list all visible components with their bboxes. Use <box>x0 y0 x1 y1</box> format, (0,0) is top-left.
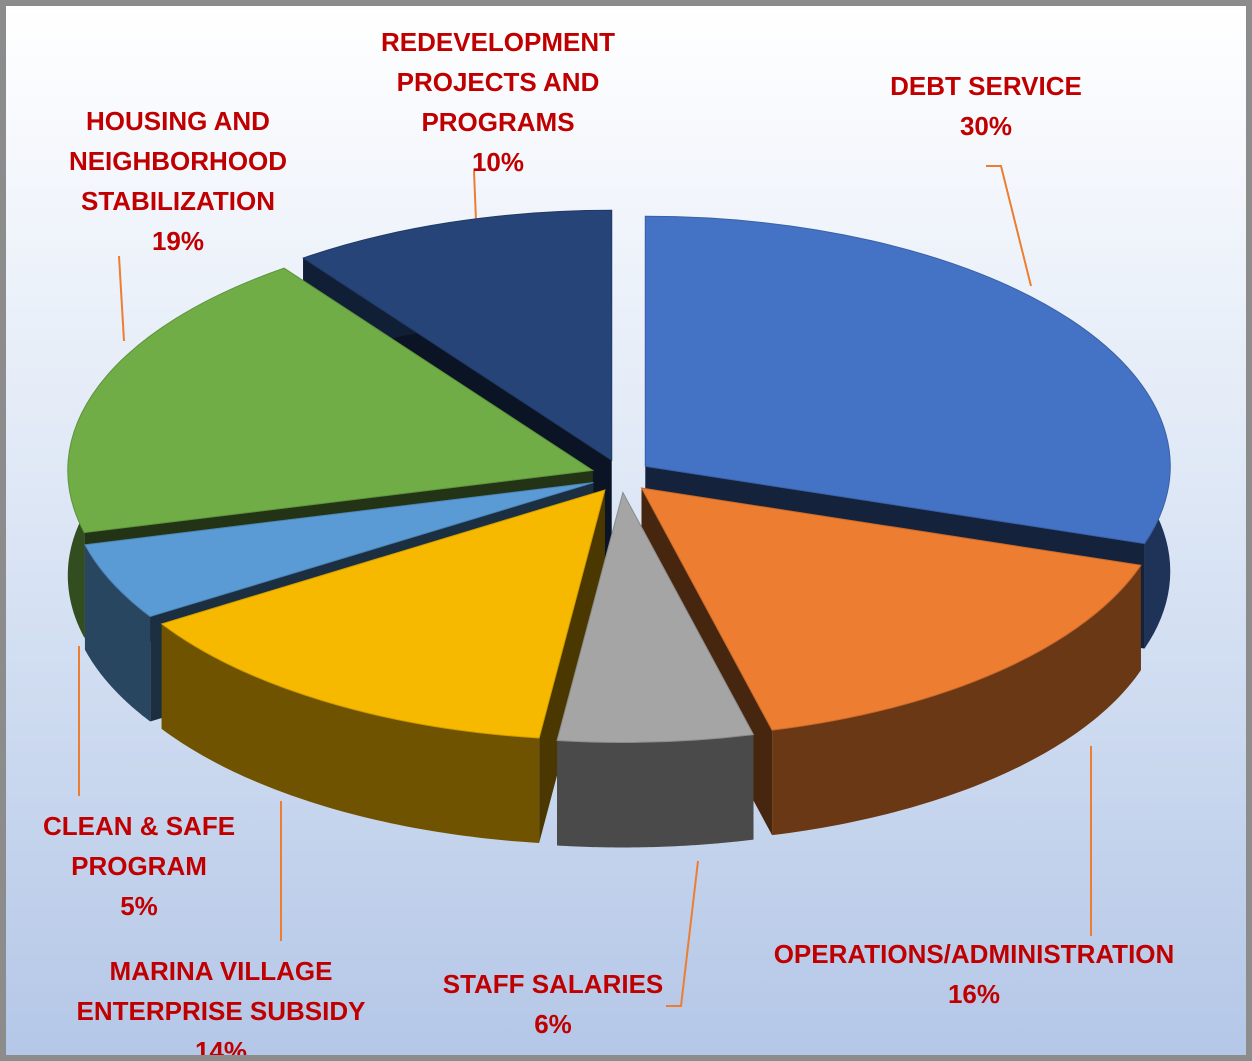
value-label: 6% <box>534 1009 572 1039</box>
category-label: CLEAN & SAFE PROGRAM <box>42 811 236 881</box>
data-label: CLEAN & SAFE PROGRAM 5% <box>6 806 274 926</box>
slice <box>556 491 755 743</box>
slice <box>302 209 613 462</box>
leader-line <box>666 860 699 1007</box>
data-label: REDEVELOPMENT PROJECTS AND PROGRAMS 10% <box>348 22 648 182</box>
slice-side <box>557 734 754 848</box>
pie <box>67 209 1171 848</box>
slice <box>84 482 594 618</box>
data-label: STAFF SALARIES 6% <box>403 964 703 1044</box>
value-label: 30% <box>959 111 1013 141</box>
leader-line <box>986 165 1032 287</box>
pie-area <box>67 165 1171 1007</box>
leader-line <box>118 255 125 342</box>
slice <box>67 267 595 534</box>
slice-side <box>161 623 540 843</box>
category-label: OPERATIONS/ADMINISTRATION <box>773 939 1175 969</box>
leader-lines <box>78 165 1092 1007</box>
slice-side <box>84 544 151 722</box>
data-label: HOUSING AND NEIGHBORHOOD STABILIZATION 19… <box>38 101 318 261</box>
category-label: DEBT SERVICE <box>890 71 1082 101</box>
category-label: REDEVELOPMENT PROJECTS AND PROGRAMS <box>380 27 616 137</box>
slice <box>644 215 1171 545</box>
data-label: MARINA VILLAGE ENTERPRISE SUBSIDY 14% <box>31 951 411 1061</box>
value-label: 5% <box>120 891 158 921</box>
slice <box>640 487 1142 731</box>
value-label: 16% <box>947 979 1001 1009</box>
data-label: OPERATIONS/ADMINISTRATION 16% <box>714 934 1234 1014</box>
slice-wall <box>84 482 594 650</box>
category-label: MARINA VILLAGE ENTERPRISE SUBSIDY <box>76 956 366 1026</box>
category-label: STAFF SALARIES <box>442 969 664 999</box>
value-label: 10% <box>471 147 525 177</box>
slice-side <box>772 565 1141 836</box>
leader-line <box>473 170 477 222</box>
slice <box>160 489 606 739</box>
data-label: DEBT SERVICE 30% <box>826 66 1146 146</box>
value-label: 14% <box>194 1036 248 1061</box>
value-label: 19% <box>151 226 205 256</box>
category-label: HOUSING AND NEIGHBORHOOD STABILIZATION <box>68 106 288 216</box>
